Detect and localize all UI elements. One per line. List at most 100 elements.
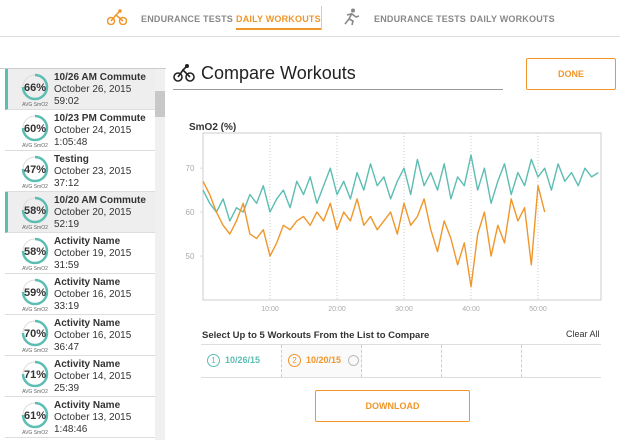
score-gauge: 66% AVG SmO2	[21, 73, 49, 108]
score: 58%	[24, 246, 46, 258]
avg-label: AVG SmO2	[22, 430, 48, 436]
workout-title: Activity Name	[54, 318, 121, 329]
gauge-arc	[21, 73, 49, 101]
compare-slot: 1 10/26/15	[201, 345, 281, 377]
avg-label: AVG SmO2	[22, 266, 48, 272]
x-tick-label: 50:00	[529, 306, 547, 313]
download-button[interactable]: DOWNLOAD	[315, 390, 470, 422]
series-line	[202, 154, 599, 222]
workout-date: October 24, 2015	[54, 125, 132, 136]
nav-tab[interactable]: ENDURANCE TESTS	[374, 14, 467, 24]
empty-slot	[441, 345, 522, 377]
bike-icon	[173, 64, 195, 82]
workout-duration: 25:39	[54, 383, 80, 394]
bike-icon	[107, 9, 127, 25]
x-tick-label: 30:00	[395, 306, 413, 313]
chart-title: SmO2 (%)	[189, 122, 236, 133]
workout-date: October 14, 2015	[54, 371, 132, 382]
select-text: Select Up to 5 Workouts From the List to…	[202, 330, 430, 341]
gauge-arc	[21, 155, 49, 183]
workout-duration: 1:05:48	[54, 137, 88, 148]
workout-date: October 23, 2015	[54, 166, 132, 177]
score: 61%	[24, 410, 46, 422]
workout-item[interactable]: 70% AVG SmO2 Activity Name October 16, 2015…	[5, 315, 155, 356]
top-nav: ENDURANCE TESTS DAILY WORKOUTS ENDURANCE…	[0, 0, 620, 37]
workout-item[interactable]: 71% AVG SmO2 Activity Name October 14, 2015…	[5, 356, 155, 397]
gauge-arc	[21, 278, 49, 306]
compare-slots: 1 10/26/15 2 10/20/15	[201, 344, 601, 378]
workout-duration: 36:47	[54, 342, 80, 353]
clear-all[interactable]: Clear All	[566, 329, 600, 339]
empty-slot	[361, 345, 442, 377]
x-tick-label: 10:00	[261, 306, 279, 313]
score: 59%	[24, 287, 46, 299]
scrollbar	[155, 69, 165, 440]
workout-date: October 13, 2015	[54, 412, 132, 423]
workout-title: 10/20 AM Commute	[54, 195, 146, 206]
compare-slot: 2 10/20/15	[281, 345, 362, 377]
x-tick-label: 20:00	[328, 306, 346, 313]
x-tick-label: 40:00	[462, 306, 480, 313]
workout-date: October 16, 2015	[54, 330, 132, 341]
gauge-arc	[21, 360, 49, 388]
workout-date: October 20, 2015	[54, 207, 132, 218]
workout-title: Activity Name	[54, 236, 121, 247]
slot-number: 1	[207, 354, 220, 367]
heading-rule	[173, 89, 503, 90]
score: 47%	[24, 164, 46, 176]
workout-item[interactable]: 59% AVG SmO2 Activity Name October 16, 2015…	[5, 274, 155, 315]
remove-button	[348, 355, 359, 366]
workout-item[interactable]: 47% AVG SmO2 Testing October 23, 2015 37:12	[5, 151, 155, 192]
workout-item[interactable]: 60% AVG SmO2 10/23 PM Commute October 24, 2…	[5, 110, 155, 151]
workout-date: October 16, 2015	[54, 289, 132, 300]
workout-date: October 26, 2015	[54, 84, 132, 95]
avg-label: AVG SmO2	[22, 102, 48, 108]
runner-icon	[344, 8, 360, 26]
score-gauge: 61% AVG SmO2	[21, 401, 49, 436]
workout-item[interactable]: 66% AVG SmO2 10/26 AM Commute October 26, 2…	[5, 69, 155, 110]
workout-duration: 1:48:46	[54, 424, 88, 435]
workout-item[interactable]: 61% AVG SmO2 Activity Name October 13, 2015…	[5, 397, 155, 438]
workout-item[interactable]: 58% AVG SmO2 10/20 AM Commute October 20, 2…	[5, 192, 155, 233]
nav-tab[interactable]: ENDURANCE TESTS	[141, 14, 234, 24]
workout-title: 10/26 AM Commute	[54, 72, 146, 83]
divider	[321, 6, 322, 30]
score-gauge: 47% AVG SmO2	[21, 155, 49, 190]
avg-label: AVG SmO2	[22, 225, 48, 231]
workout-title: 10/23 PM Commute	[54, 113, 146, 124]
nav-tab-active[interactable]: DAILY WORKOUTS	[236, 14, 321, 30]
workout-duration: 52:19	[54, 219, 80, 230]
avg-label: AVG SmO2	[22, 307, 48, 313]
y-tick-label: 50	[186, 252, 195, 261]
score: 66%	[24, 82, 46, 94]
workout-duration: 31:59	[54, 260, 80, 271]
score-gauge: 58% AVG SmO2	[21, 237, 49, 272]
gauge-arc	[21, 319, 49, 347]
workout-list: 66% AVG SmO2 10/26 AM Commute October 26, 2…	[0, 68, 166, 440]
chart: SmO2 (%) 10:00 20:00 30:00 40:00 50:00 50 60 70	[186, 122, 602, 313]
gauge-arc	[21, 114, 49, 142]
y-tick-label: 70	[186, 164, 195, 173]
score-gauge: 71% AVG SmO2	[21, 360, 49, 395]
slot-number: 2	[288, 354, 301, 367]
nav-tab[interactable]: DAILY WORKOUTS	[470, 14, 555, 24]
series-line	[202, 180, 546, 288]
score-gauge: 58% AVG SmO2	[21, 196, 49, 231]
score: 71%	[24, 369, 46, 381]
score: 70%	[24, 328, 46, 340]
done-button[interactable]: DONE	[526, 58, 616, 90]
score-gauge: 60% AVG SmO2	[21, 114, 49, 149]
y-tick-label: 60	[186, 208, 195, 217]
avg-label: AVG SmO2	[22, 184, 48, 190]
workout-date: October 19, 2015	[54, 248, 132, 259]
score-gauge: 59% AVG SmO2	[21, 278, 49, 313]
avg-label: AVG SmO2	[22, 389, 48, 395]
slot-label: 10/26/15	[225, 355, 261, 365]
heading: Compare Workouts	[201, 63, 356, 83]
gauge-arc	[21, 196, 49, 224]
workout-item[interactable]: 58% AVG SmO2 Activity Name October 19, 2015…	[5, 233, 155, 274]
workout-title: Testing	[54, 154, 89, 165]
score: 58%	[24, 205, 46, 217]
workout-duration: 33:19	[54, 301, 80, 312]
